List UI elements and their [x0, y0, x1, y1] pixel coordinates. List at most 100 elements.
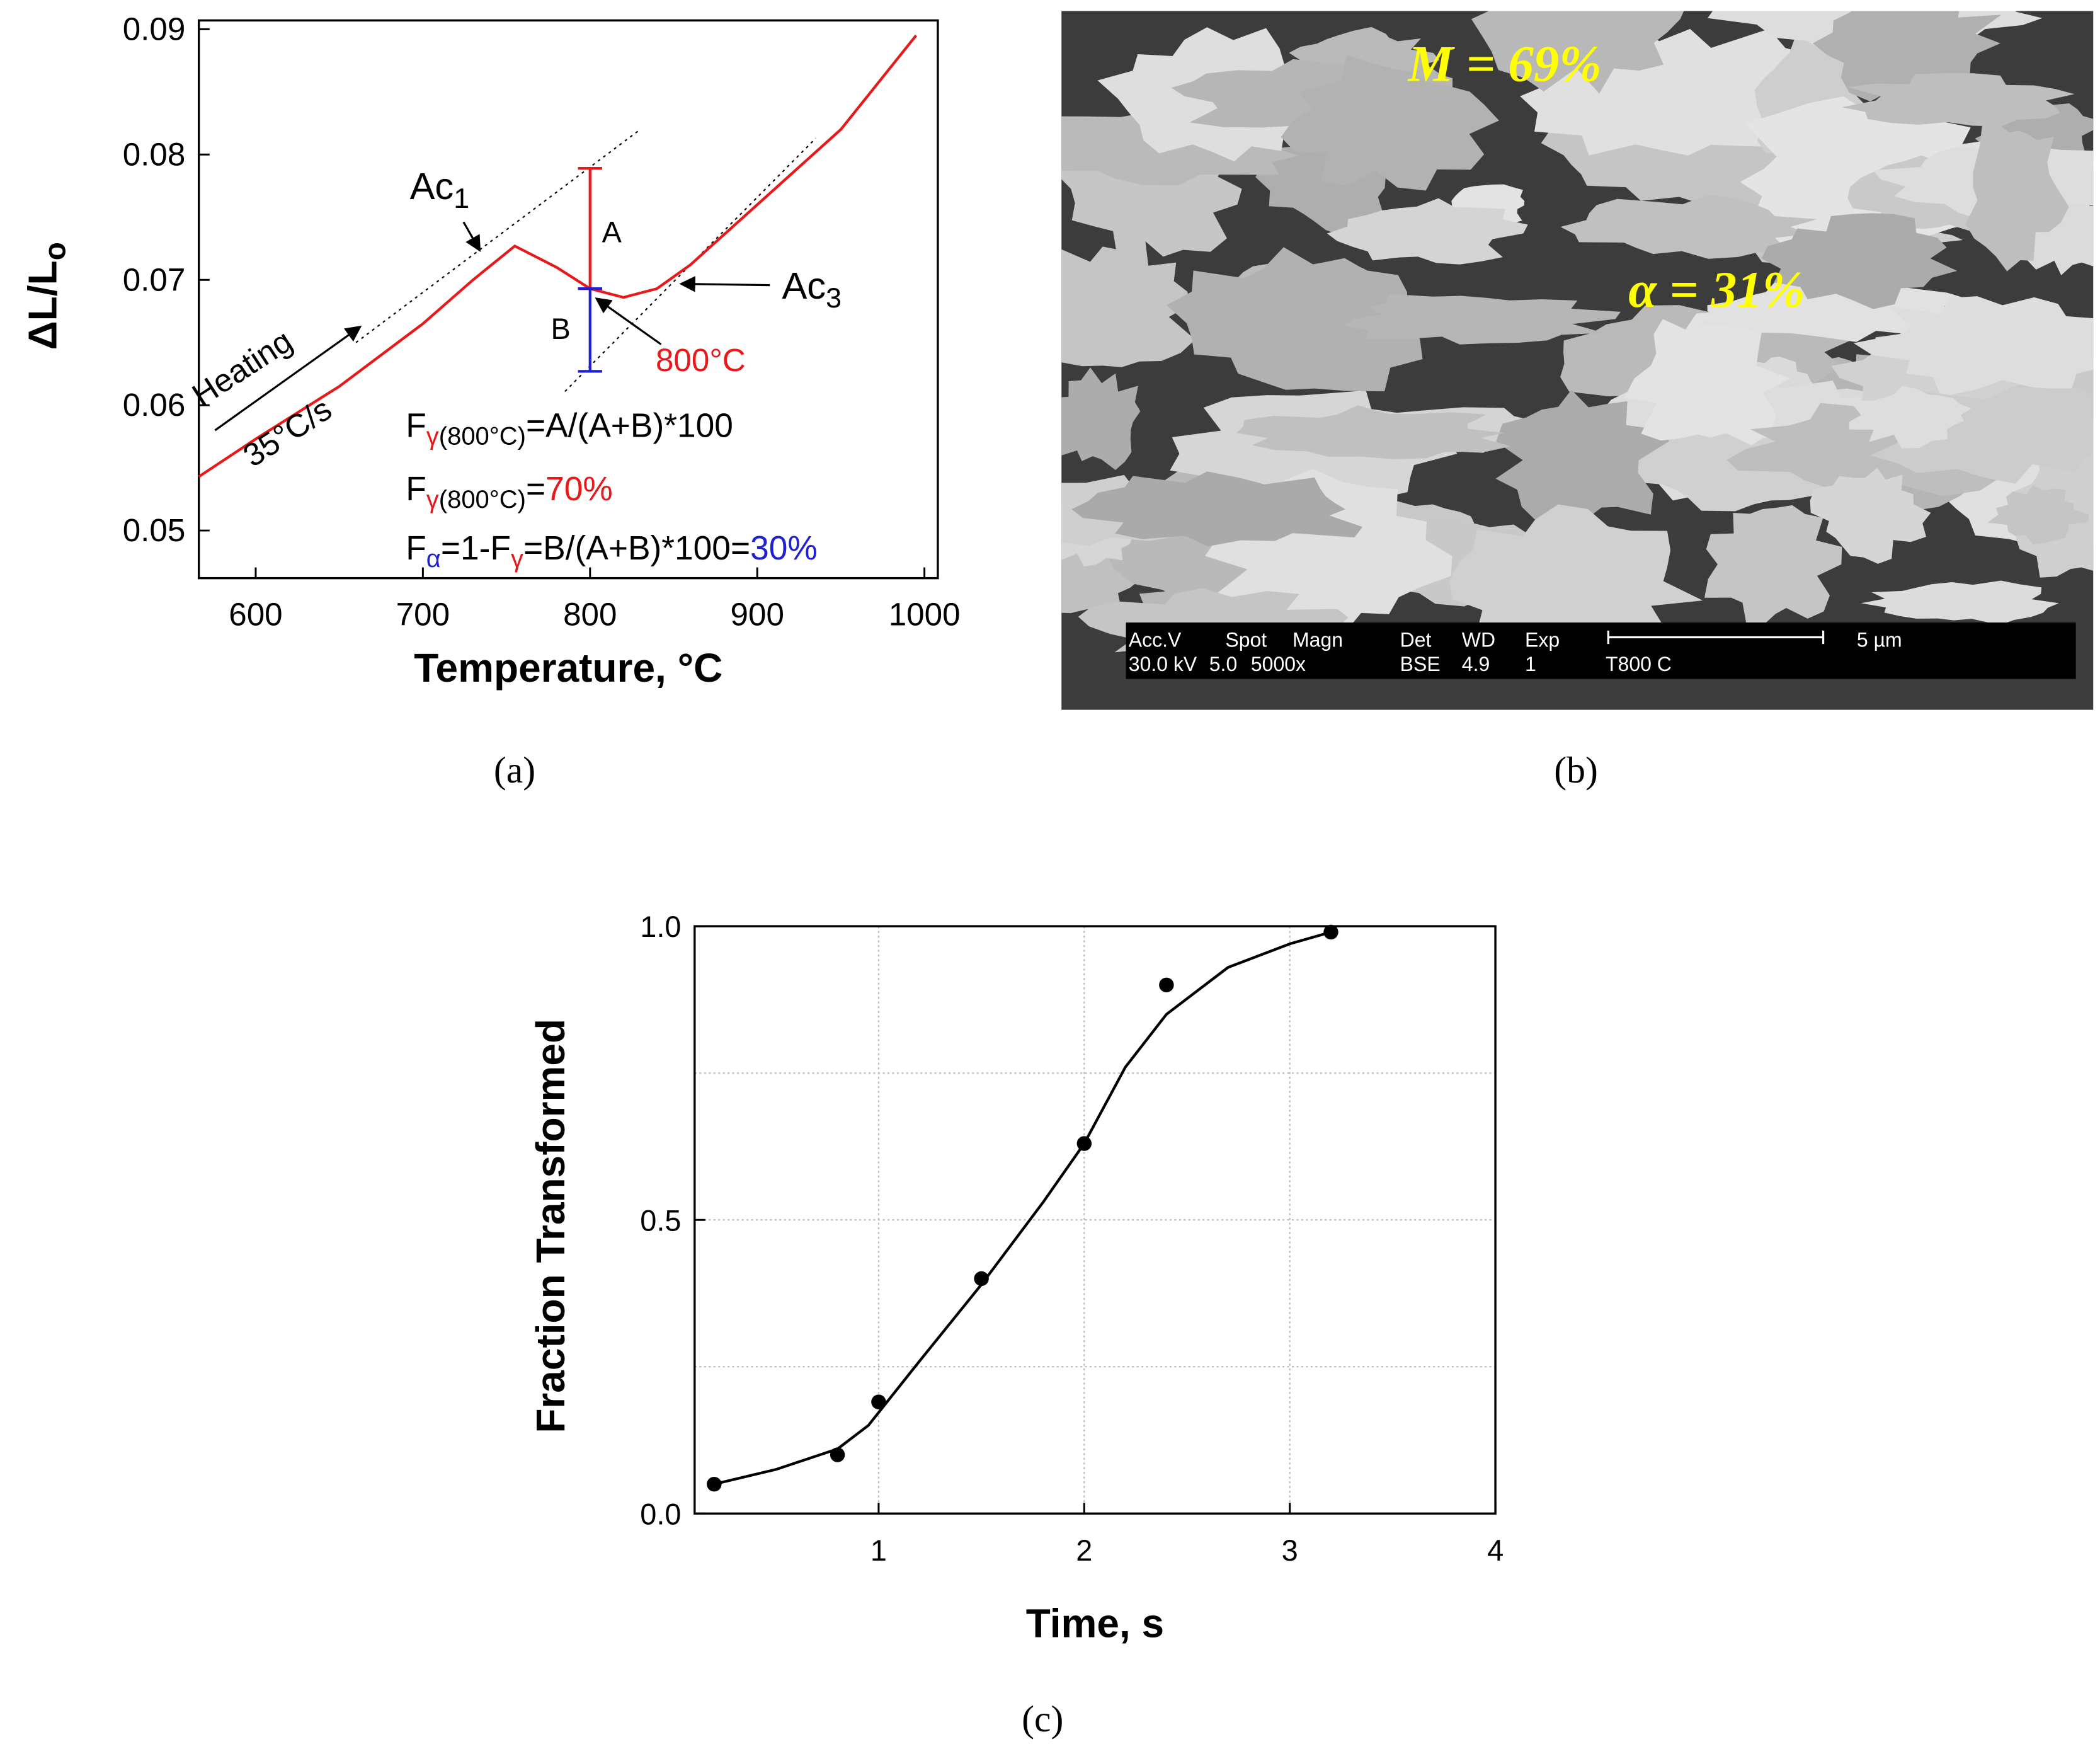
info-value: 1 — [1525, 653, 1536, 675]
x-tick-label: 3 — [1282, 1534, 1298, 1567]
x-tick-label: 1 — [870, 1534, 887, 1567]
grain — [1327, 198, 1528, 265]
grain — [1848, 386, 1972, 449]
y-tick-label: 0.5 — [640, 1204, 681, 1237]
text-run: Ac — [782, 265, 826, 307]
y-tick-label: 0.05 — [123, 512, 186, 548]
info-label: WD — [1462, 628, 1495, 651]
grain — [1704, 505, 1842, 627]
text-run: F — [406, 471, 426, 508]
x-axis-title: Temperature, °C — [414, 645, 722, 691]
text-run: ΔL/L — [20, 260, 66, 350]
text-run: =B/(A+B)*100= — [523, 530, 750, 567]
grain — [1861, 580, 2059, 626]
grain — [1841, 73, 2075, 127]
formula: Fγ(800°C)=70% — [406, 471, 613, 513]
info-value: 30.0 kV — [1129, 653, 1197, 675]
text-run: =1-F — [441, 530, 511, 567]
plot-frame — [197, 19, 939, 580]
grain — [1853, 296, 2094, 398]
grain — [1761, 213, 1958, 309]
text-run: 30% — [750, 530, 818, 567]
x-tick-label: 800 — [563, 596, 617, 632]
x-tick-label: 900 — [731, 596, 784, 632]
x-tick-label: 1000 — [889, 596, 961, 632]
text-run: (800°C) — [439, 486, 526, 513]
info-label: Acc.V — [1129, 628, 1182, 651]
grain — [1449, 504, 1703, 650]
phase-label: α = 31% — [1628, 261, 1805, 318]
text-run: F — [406, 408, 426, 445]
grain — [1471, 11, 1684, 94]
annotation: 800°C — [656, 342, 746, 378]
data-point — [707, 1476, 722, 1492]
grain — [1695, 279, 1966, 342]
arrow — [595, 297, 662, 345]
data-point — [871, 1394, 886, 1409]
text-run: 3 — [826, 282, 842, 313]
segment-label: A — [602, 215, 622, 248]
y-tick-label: 0.0 — [640, 1498, 681, 1530]
arrow — [462, 221, 481, 252]
grain — [1166, 247, 1423, 392]
grain — [1495, 389, 1670, 521]
text-run: γ — [426, 423, 439, 450]
data-point — [1159, 977, 1174, 993]
info-label: Det — [1400, 628, 1432, 651]
text-run: α — [426, 545, 441, 573]
annotation: Ac3 — [782, 265, 842, 314]
x-tick-label: 700 — [396, 596, 450, 632]
micrograph — [1061, 11, 2094, 710]
grain — [1281, 55, 1499, 191]
info-label: Magn — [1293, 628, 1343, 651]
x-tick-label: 4 — [1487, 1534, 1504, 1567]
y-tick-label: 0.06 — [123, 387, 186, 423]
y-tick-label: 0.09 — [123, 11, 186, 47]
text-run: =A/(A+B)*100 — [526, 408, 733, 445]
grain — [1071, 471, 1363, 547]
info-value: 5000x — [1251, 653, 1306, 675]
formula: Fα=1-Fγ=B/(A+B)*100=30% — [406, 530, 818, 573]
scale-label: 5 µm — [1857, 628, 1902, 651]
y-axis-title: Fraction Transformed — [528, 1019, 573, 1433]
grain — [1987, 485, 2089, 545]
grain — [1236, 405, 1511, 459]
info-value: BSE — [1400, 653, 1441, 675]
y-axis-title: ΔL/Lo — [20, 242, 72, 350]
info-bar — [1126, 622, 2076, 679]
grain — [1624, 312, 1791, 445]
y-tick-label: 1.0 — [640, 910, 681, 943]
text-run: o — [39, 242, 72, 260]
phase-label: M = 69% — [1407, 35, 1601, 92]
text-run: γ — [511, 545, 523, 573]
sample-label: T800 C — [1606, 653, 1672, 675]
grain — [1812, 11, 2002, 102]
text-run: Ac — [410, 165, 454, 207]
text-run: (800°C) — [439, 423, 526, 450]
tangent-line — [564, 137, 816, 392]
grain — [1344, 294, 1621, 345]
info-label: Exp — [1525, 628, 1560, 651]
segment-label: B — [551, 313, 571, 345]
annotation: Ac1 — [410, 165, 470, 214]
formula: Fγ(800°C)=A/(A+B)*100 — [406, 408, 733, 450]
grain — [1061, 239, 1196, 367]
grain — [1061, 367, 1141, 470]
grain — [1810, 467, 1931, 564]
text-run: F — [406, 530, 426, 567]
data-point — [974, 1271, 989, 1287]
y-tick-label: 0.08 — [123, 136, 186, 172]
grain — [1965, 121, 2069, 272]
info-label: Spot — [1225, 628, 1267, 651]
text-run: γ — [426, 486, 439, 513]
text-run: 70% — [545, 471, 613, 508]
panel-label: (a) — [494, 749, 535, 791]
x-tick-label: 2 — [1076, 1534, 1092, 1567]
fit-line — [714, 931, 1332, 1486]
text-run: 1 — [454, 183, 469, 214]
x-axis-title: Time, s — [1026, 1601, 1164, 1646]
y-tick-label: 0.07 — [123, 261, 186, 297]
data-line — [198, 34, 918, 478]
text-run: = — [526, 471, 545, 508]
